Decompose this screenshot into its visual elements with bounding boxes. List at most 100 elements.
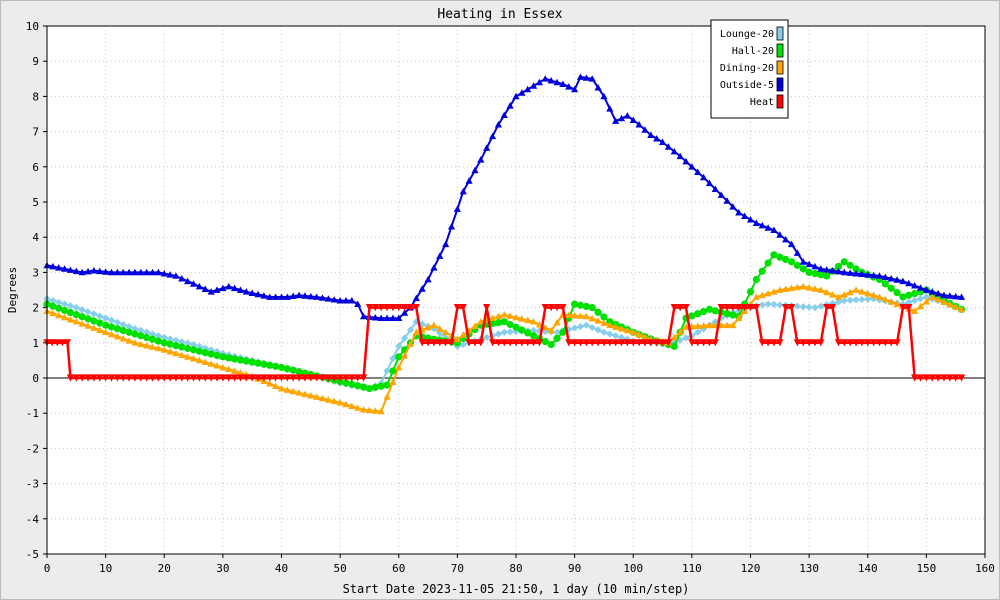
data-point [594,317,602,324]
data-point [365,406,374,414]
data-point [506,320,514,329]
data-point [547,326,555,334]
data-point [236,374,245,382]
data-point [524,329,532,337]
x-tick-label: 70 [451,562,464,575]
y-tick-label: 3 [32,266,39,279]
data-point [72,304,80,312]
x-tick-label: 20 [158,562,171,575]
data-point [535,339,544,347]
data-point [571,324,579,332]
data-point [49,302,57,310]
data-point [459,304,467,312]
x-tick-label: 160 [975,562,995,575]
data-point [571,339,579,347]
data-point [401,352,409,359]
data-point [705,339,714,347]
data-point [553,78,561,86]
data-point [711,185,719,192]
data-point [178,274,186,282]
data-point [711,307,719,315]
data-point [793,261,802,269]
data-point [348,296,356,304]
data-point [741,212,749,219]
data-point [500,339,508,347]
y-tick-label: 2 [32,302,39,315]
data-point [78,268,86,276]
legend-label: Dining-20 [720,63,774,74]
data-point [242,288,250,295]
data-point [752,293,760,300]
data-point [248,289,256,296]
data-point [260,360,268,368]
data-point [717,314,725,322]
data-point [494,120,503,128]
data-point [881,295,889,303]
data-point [383,314,391,322]
data-point [49,262,57,270]
data-point [647,131,655,138]
data-point [582,321,590,329]
data-point [911,289,919,298]
data-point [225,365,233,373]
data-point [178,374,186,382]
data-point [477,339,485,347]
data-point [260,292,268,299]
data-point [565,325,573,334]
data-point [307,374,315,382]
data-point [354,300,362,307]
data-point [195,356,204,364]
series-outside-5 [43,73,966,322]
legend-swatch [776,94,784,109]
data-point [500,111,508,119]
data-point [541,323,549,331]
data-point [348,402,356,410]
data-point [72,311,80,319]
data-point [834,262,843,271]
data-point [102,374,110,382]
data-point [137,374,145,382]
data-point [571,311,579,319]
data-point [295,389,303,396]
data-point [377,382,385,390]
data-point [694,168,702,175]
data-point [272,374,280,382]
data-point [916,295,925,303]
data-point [787,258,796,266]
data-point [576,73,585,80]
data-point [494,312,503,320]
data-point [266,293,274,300]
y-tick-label: 7 [32,126,39,139]
data-point [553,328,561,336]
data-point [588,75,596,82]
data-point [137,268,145,276]
data-point [453,205,461,212]
data-point [160,346,168,353]
data-point [166,271,174,278]
data-point [424,275,432,283]
data-point [811,339,819,347]
data-point [758,267,766,275]
data-point [471,339,479,347]
data-point [201,344,209,352]
data-point [641,126,649,133]
data-point [90,324,98,331]
data-point [289,374,297,382]
data-point [922,286,930,293]
data-point [834,267,843,275]
data-point [172,342,180,350]
data-point [529,339,538,347]
data-point [365,384,374,393]
data-point [184,344,192,353]
data-point [764,289,772,297]
data-point [295,291,303,299]
data-point [107,268,116,276]
data-point [307,392,315,399]
data-point [828,304,837,312]
data-point [160,333,168,342]
data-point [236,369,245,376]
data-point [231,355,239,363]
data-point [213,351,221,360]
data-point [102,321,110,329]
data-point [330,296,338,303]
